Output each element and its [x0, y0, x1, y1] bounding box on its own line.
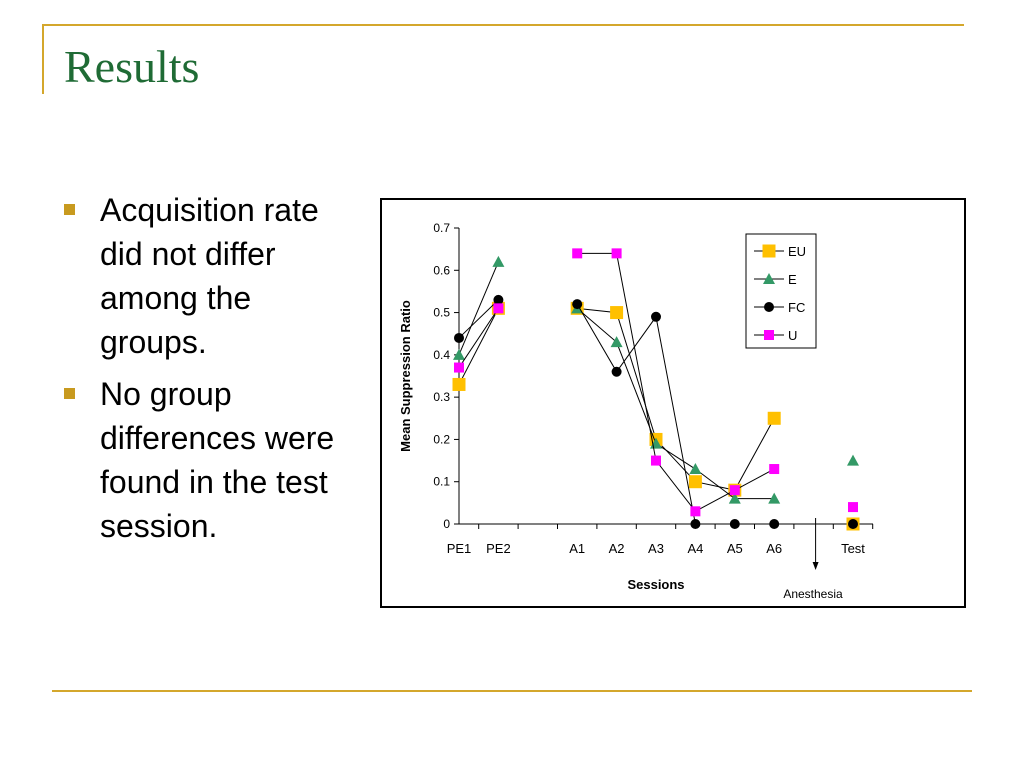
- anesthesia-arrowhead: [812, 562, 819, 570]
- series-line-E: [458, 261, 499, 356]
- data-point-marker: [610, 336, 623, 348]
- slide-title: Results: [64, 41, 200, 92]
- data-point-marker: [690, 519, 701, 529]
- frame-bottom-rule: [52, 690, 972, 692]
- y-tick-label: 0.5: [433, 306, 450, 320]
- data-point-marker: [690, 506, 701, 517]
- series-E: [458, 261, 775, 500]
- data-point-marker: [729, 519, 740, 529]
- series-line-U: [577, 252, 775, 512]
- data-point-marker: [572, 248, 583, 259]
- data-point-marker: [847, 454, 859, 466]
- series-line-E: [576, 307, 775, 500]
- y-tick-label: 0.1: [433, 475, 450, 489]
- bullet-text: Acquisition rate did not differ among th…: [100, 192, 319, 360]
- legend-marker: [763, 273, 775, 284]
- bullet-square-icon: [64, 388, 75, 399]
- y-tick-label: 0.6: [433, 263, 450, 277]
- line-chart: 0 0.1 0.2 0.3 0.4 0.5 0.6 0.7 PE1 PE2 A1 A2 A3 A4 A5 A6…: [398, 221, 874, 601]
- series-U: [458, 252, 775, 512]
- legend-label: FC: [788, 300, 805, 315]
- series-EU: [458, 307, 775, 491]
- legend-label: EU: [788, 244, 806, 259]
- y-axis-label: Mean Suppression Ratio: [398, 300, 413, 452]
- bullet-item: No group differences were found in the t…: [62, 372, 362, 548]
- data-point-marker: [728, 492, 741, 504]
- bullet-text: No group differences were found in the t…: [100, 376, 335, 544]
- series-line-EU: [458, 308, 499, 385]
- x-tick-label: PE1: [447, 541, 472, 556]
- x-tick-label: PE2: [486, 541, 511, 556]
- bullet-item: Acquisition rate did not differ among th…: [62, 188, 362, 364]
- legend-box: [745, 233, 817, 349]
- data-point-marker: [611, 366, 622, 377]
- data-point-marker: [454, 362, 464, 373]
- series-FC: [458, 299, 775, 525]
- y-tick-label: 0.7: [433, 221, 450, 235]
- frame-top-rule: [42, 24, 964, 26]
- series-line-FC: [458, 299, 499, 339]
- data-point-marker: [651, 311, 661, 322]
- data-point-marker: [453, 348, 465, 360]
- chart-container: 0 0.1 0.2 0.3 0.4 0.5 0.6 0.7 PE1 PE2 A1 A2 A3 A4 A5 A6…: [380, 198, 966, 608]
- legend-label: U: [788, 328, 797, 343]
- x-tick-label: A5: [727, 541, 743, 556]
- data-point-marker: [689, 463, 702, 475]
- series-line-EU: [577, 307, 775, 491]
- x-tick-label: A1: [569, 541, 585, 556]
- frame-left-rule: [42, 24, 44, 94]
- legend-marker: [764, 330, 774, 340]
- data-point-marker: [611, 248, 622, 259]
- x-tick-label: A3: [648, 541, 664, 556]
- data-point-marker: [452, 377, 466, 391]
- data-point-marker: [848, 502, 858, 513]
- x-tick-label: A2: [609, 541, 625, 556]
- y-tick-label: 0.2: [433, 432, 450, 446]
- data-point-marker: [848, 519, 858, 529]
- data-point-marker: [493, 294, 504, 305]
- series-line-U: [458, 308, 499, 368]
- data-point-marker: [610, 306, 624, 320]
- anesthesia-annotation: Anesthesia: [783, 587, 843, 601]
- data-point-marker: [651, 455, 661, 466]
- legend-marker: [762, 244, 776, 258]
- bullet-list: Acquisition rate did not differ among th…: [62, 188, 362, 556]
- data-point-marker: [729, 485, 740, 496]
- series-line-FC: [576, 303, 775, 525]
- x-tick-label: Test: [841, 541, 865, 556]
- x-tick-label: A6: [766, 541, 782, 556]
- x-tick-label: A4: [687, 541, 703, 556]
- legend-marker: [764, 302, 774, 312]
- y-tick-label: 0: [443, 517, 450, 531]
- data-point-marker: [454, 332, 464, 343]
- data-point-marker: [688, 475, 702, 489]
- data-point-marker: [769, 519, 780, 529]
- legend: EU E FC U: [745, 233, 817, 349]
- data-point-marker: [492, 255, 505, 267]
- y-tick-label: 0.4: [433, 348, 450, 362]
- data-point-marker: [769, 464, 780, 475]
- y-tick-label: 0.3: [433, 390, 450, 404]
- data-point-marker: [767, 411, 781, 425]
- data-point-marker: [493, 303, 504, 314]
- legend-label: E: [788, 272, 797, 287]
- data-point-marker: [768, 492, 781, 504]
- bullet-square-icon: [64, 204, 75, 215]
- x-axis-label: Sessions: [627, 577, 684, 592]
- data-point-marker: [572, 299, 583, 310]
